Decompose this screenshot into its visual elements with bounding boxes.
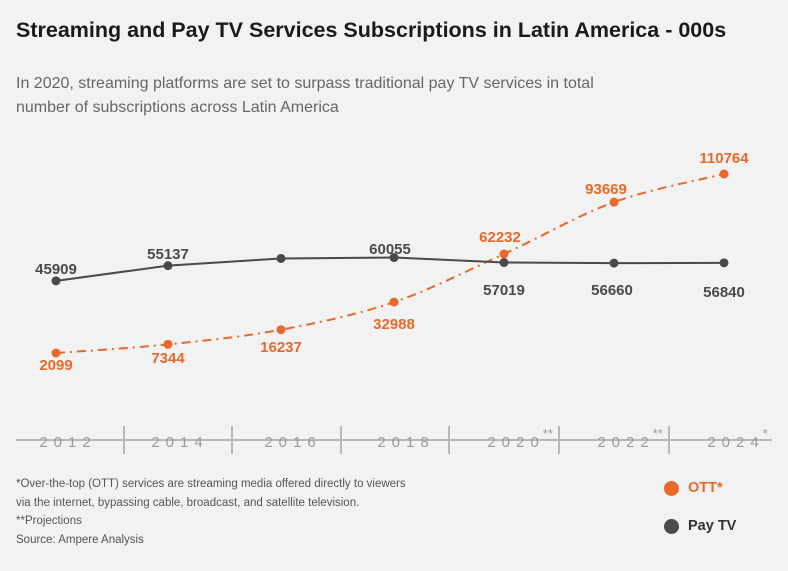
data-label-paytv: 55137 bbox=[147, 246, 189, 263]
footnote-source: Source: Ampere Analysis bbox=[16, 533, 144, 546]
data-point-ott bbox=[276, 325, 286, 335]
x-tick-label: 2016 bbox=[264, 434, 321, 451]
data-label-ott: 62232 bbox=[479, 229, 521, 246]
data-point-paytv bbox=[389, 253, 399, 263]
legend-item-ott: OTT* bbox=[664, 478, 736, 498]
data-label-ott: 110764 bbox=[699, 150, 749, 167]
chart-title: Streaming and Pay TV Services Subscripti… bbox=[16, 18, 727, 42]
data-label-paytv: 60055 bbox=[369, 241, 411, 258]
footnote-projections: **Projections bbox=[16, 515, 82, 527]
data-point-ott bbox=[719, 169, 729, 179]
data-label-paytv: 45909 bbox=[35, 261, 77, 278]
data-point-ott bbox=[499, 249, 509, 259]
legend-swatch-ott bbox=[664, 480, 679, 496]
data-point-paytv bbox=[499, 258, 509, 268]
legend-item-paytv: Pay TV bbox=[664, 516, 736, 536]
data-label-ott: 16237 bbox=[260, 339, 302, 356]
data-point-ott bbox=[163, 339, 173, 349]
data-label-paytv: 57019 bbox=[483, 282, 525, 299]
data-point-paytv bbox=[163, 261, 173, 271]
data-point-paytv bbox=[276, 253, 286, 263]
data-point-ott bbox=[51, 348, 61, 358]
data-label-ott: 2099 bbox=[39, 357, 72, 374]
legend-label-paytv: Pay TV bbox=[688, 518, 737, 534]
data-label-ott: 7344 bbox=[151, 350, 185, 367]
data-point-paytv bbox=[51, 276, 61, 286]
projection-mark: * bbox=[763, 426, 768, 441]
x-tick-label: 2012 bbox=[39, 434, 96, 451]
projection-mark: ** bbox=[543, 426, 553, 441]
data-label-paytv: 56660 bbox=[591, 282, 633, 299]
data-label-ott: 32988 bbox=[373, 316, 415, 333]
data-point-ott bbox=[609, 197, 619, 207]
legend-swatch-paytv bbox=[664, 518, 679, 534]
data-point-ott bbox=[389, 297, 399, 307]
legend: OTT* Pay TV bbox=[664, 478, 736, 554]
legend-label-ott: OTT* bbox=[688, 480, 723, 496]
data-point-paytv bbox=[609, 258, 619, 268]
projection-mark: ** bbox=[653, 426, 663, 441]
data-label-ott: 93669 bbox=[585, 181, 627, 198]
footnote-ott-definition-2: via the internet, bypassing cable, broad… bbox=[16, 496, 360, 509]
data-point-paytv bbox=[719, 258, 729, 268]
data-label-paytv: 56840 bbox=[703, 284, 745, 301]
footnotes: *Over-the-top (OTT) services are streami… bbox=[16, 475, 406, 549]
footnote-ott-definition-1: *Over-the-top (OTT) services are streami… bbox=[16, 478, 406, 490]
chart-subtitle: In 2020, streaming platforms are set to … bbox=[16, 75, 594, 116]
x-tick-label: 2024 bbox=[707, 434, 764, 451]
x-tick-label: 2014 bbox=[151, 434, 208, 451]
x-tick-label: 2022 bbox=[597, 434, 654, 451]
x-tick-label: 2020 bbox=[487, 434, 544, 451]
x-tick-label: 2018 bbox=[377, 434, 434, 451]
